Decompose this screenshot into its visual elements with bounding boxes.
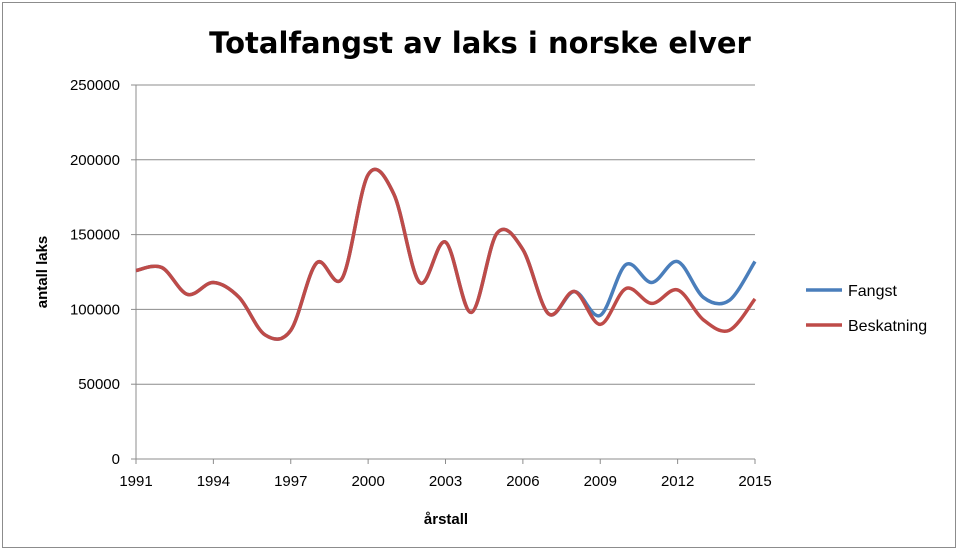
legend-label: Fangst xyxy=(848,283,897,300)
x-tick-label: 2009 xyxy=(584,473,617,490)
x-tick-label: 1994 xyxy=(197,473,230,490)
x-tick-label: 2012 xyxy=(661,473,694,490)
series-line-beskatning xyxy=(135,167,757,341)
y-tick-label: 50000 xyxy=(78,376,120,393)
y-tick-label: 250000 xyxy=(70,77,120,94)
x-tick-label: 2015 xyxy=(738,473,771,490)
chart-title: Totalfangst av laks i norske elver xyxy=(209,26,751,60)
x-tick-label: 1997 xyxy=(274,473,307,490)
x-tick-label: 1991 xyxy=(119,473,152,490)
legend-label: Beskatning xyxy=(848,318,927,335)
y-tick-label: 150000 xyxy=(70,227,120,244)
x-tick-label: 2006 xyxy=(506,473,539,490)
y-axis-label: antall laks xyxy=(34,236,51,309)
x-tick-label: 2003 xyxy=(429,473,462,490)
x-tick-label: 2000 xyxy=(351,473,384,490)
series-line-fangst xyxy=(135,167,757,341)
y-tick-label: 200000 xyxy=(70,152,120,169)
y-tick-label: 100000 xyxy=(70,301,120,318)
x-axis-label: årstall xyxy=(424,511,468,528)
y-tick-label: 0 xyxy=(112,451,120,468)
